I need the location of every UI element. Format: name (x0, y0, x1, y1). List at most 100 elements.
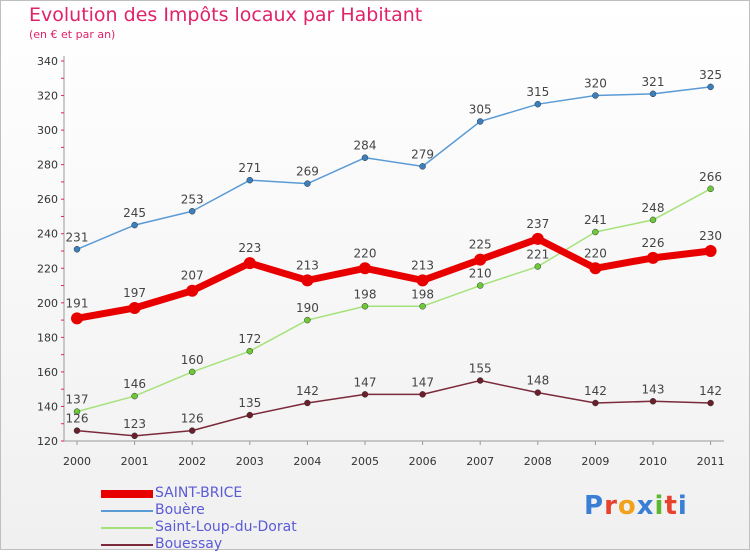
data-point-saint-loup-du-dorat (131, 392, 138, 400)
logo-letter: i (654, 491, 665, 521)
data-label-bouessay: 126 (66, 412, 89, 426)
chart-subtitle: (en € et par an) (29, 28, 116, 41)
data-label-saint-brice: 226 (642, 236, 665, 250)
data-point-saint-brice (531, 232, 544, 245)
data-point-saint-loup-du-dorat (649, 216, 657, 224)
data-label-saint-loup-du-dorat: 198 (411, 287, 434, 301)
legend-swatch-bouessay (101, 544, 153, 546)
data-label-saint-loup-du-dorat: 137 (66, 393, 89, 407)
data-label-bouessay: 135 (238, 396, 261, 410)
data-label-saint-loup-du-dorat: 266 (699, 170, 722, 184)
data-point-bouessay (188, 427, 196, 434)
legend-swatch-saint-brice (101, 490, 153, 498)
x-tick-label: 2011 (697, 455, 725, 468)
data-label-saint-brice: 191 (66, 296, 89, 310)
data-label-bouessay: 123 (123, 417, 146, 431)
data-point-bouere (131, 221, 138, 229)
data-point-bouere (476, 118, 484, 125)
data-point-saint-brice (71, 312, 83, 325)
y-tick-label: 180 (37, 331, 58, 344)
data-label-bouessay: 126 (181, 412, 204, 426)
y-tick-label: 280 (37, 159, 58, 172)
data-label-bouere: 271 (238, 161, 261, 175)
logo-letter: t (664, 491, 678, 521)
data-point-saint-brice (647, 251, 659, 264)
data-label-saint-brice: 237 (526, 217, 549, 231)
y-tick-label: 140 (37, 400, 58, 413)
logo-letter: r (604, 491, 618, 521)
data-point-saint-brice (128, 302, 141, 314)
data-label-bouessay: 148 (526, 374, 549, 388)
y-tick-label: 320 (37, 90, 58, 103)
data-point-saint-brice (474, 253, 487, 266)
data-point-bouere (649, 90, 657, 98)
data-point-bouessay (476, 377, 484, 384)
data-label-saint-loup-du-dorat: 172 (238, 332, 261, 346)
data-point-bouessay (304, 399, 311, 407)
data-point-bouere (73, 246, 81, 253)
data-point-bouessay (707, 399, 714, 407)
data-point-bouere (534, 100, 542, 108)
data-label-bouessay: 143 (642, 382, 665, 396)
legend-label-bouere: Bouère (155, 502, 205, 518)
data-label-saint-loup-du-dorat: 241 (584, 213, 607, 227)
data-point-bouessay (649, 398, 657, 405)
series-line-bouessay (76, 379, 712, 437)
data-point-saint-brice (704, 245, 717, 257)
y-tick-label: 260 (37, 193, 58, 206)
data-point-bouessay (419, 391, 426, 398)
y-tick-label: 200 (37, 297, 58, 310)
data-label-bouere: 245 (123, 206, 146, 220)
data-label-bouere: 325 (699, 68, 722, 82)
data-label-saint-brice: 197 (123, 286, 146, 300)
data-label-bouere: 253 (181, 192, 204, 206)
data-point-saint-brice (301, 274, 314, 287)
data-point-bouessay (131, 432, 138, 440)
y-tick-label: 300 (37, 124, 58, 137)
data-point-saint-loup-du-dorat (707, 185, 714, 193)
data-point-bouere (707, 83, 714, 91)
data-point-bouere (419, 163, 426, 170)
data-point-saint-loup-du-dorat (188, 368, 196, 376)
data-label-saint-brice: 220 (354, 246, 377, 260)
data-point-bouere (361, 154, 369, 161)
data-label-saint-loup-du-dorat: 221 (526, 248, 549, 262)
x-tick-label: 2000 (63, 455, 91, 468)
data-point-saint-brice (186, 284, 199, 297)
data-point-saint-loup-du-dorat (419, 303, 426, 310)
data-point-bouessay (592, 399, 599, 407)
data-point-saint-brice (243, 257, 256, 270)
data-point-bouessay (246, 411, 254, 419)
data-label-bouere: 279 (411, 147, 434, 161)
data-point-saint-loup-du-dorat (73, 408, 81, 415)
logo-letter: P (584, 491, 605, 521)
data-label-saint-loup-du-dorat: 210 (469, 267, 492, 281)
data-point-bouessay (361, 391, 369, 398)
legend-swatch-saint-loup-du-dorat (101, 527, 153, 529)
series-line-saint-loup-du-dorat (76, 188, 712, 413)
logo-letter: o (617, 491, 637, 521)
data-point-bouessay (73, 427, 81, 434)
x-tick-label: 2005 (351, 455, 379, 468)
x-tick-label: 2003 (236, 455, 264, 468)
data-point-saint-brice (589, 262, 602, 275)
data-point-bouere (188, 208, 196, 215)
legend-label-saint-loup-du-dorat: Saint-Loup-du-Dorat (155, 519, 297, 535)
legend-swatch-bouere (101, 510, 153, 512)
series-line-saint-brice (73, 235, 715, 322)
x-tick-label: 2008 (524, 455, 552, 468)
data-label-bouere: 284 (354, 139, 377, 153)
data-label-bouessay: 155 (469, 362, 492, 376)
data-label-saint-loup-du-dorat: 160 (181, 353, 204, 367)
data-point-saint-loup-du-dorat (534, 263, 542, 270)
data-label-bouessay: 142 (699, 384, 722, 398)
data-label-saint-loup-du-dorat: 248 (642, 201, 665, 215)
data-point-saint-loup-du-dorat (304, 316, 311, 324)
x-tick-label: 2009 (581, 455, 609, 468)
data-point-bouere (304, 180, 311, 187)
x-tick-label: 2010 (639, 455, 667, 468)
data-label-bouere: 315 (526, 85, 549, 99)
data-label-bouessay: 142 (296, 384, 319, 398)
data-point-saint-loup-du-dorat (476, 282, 484, 289)
